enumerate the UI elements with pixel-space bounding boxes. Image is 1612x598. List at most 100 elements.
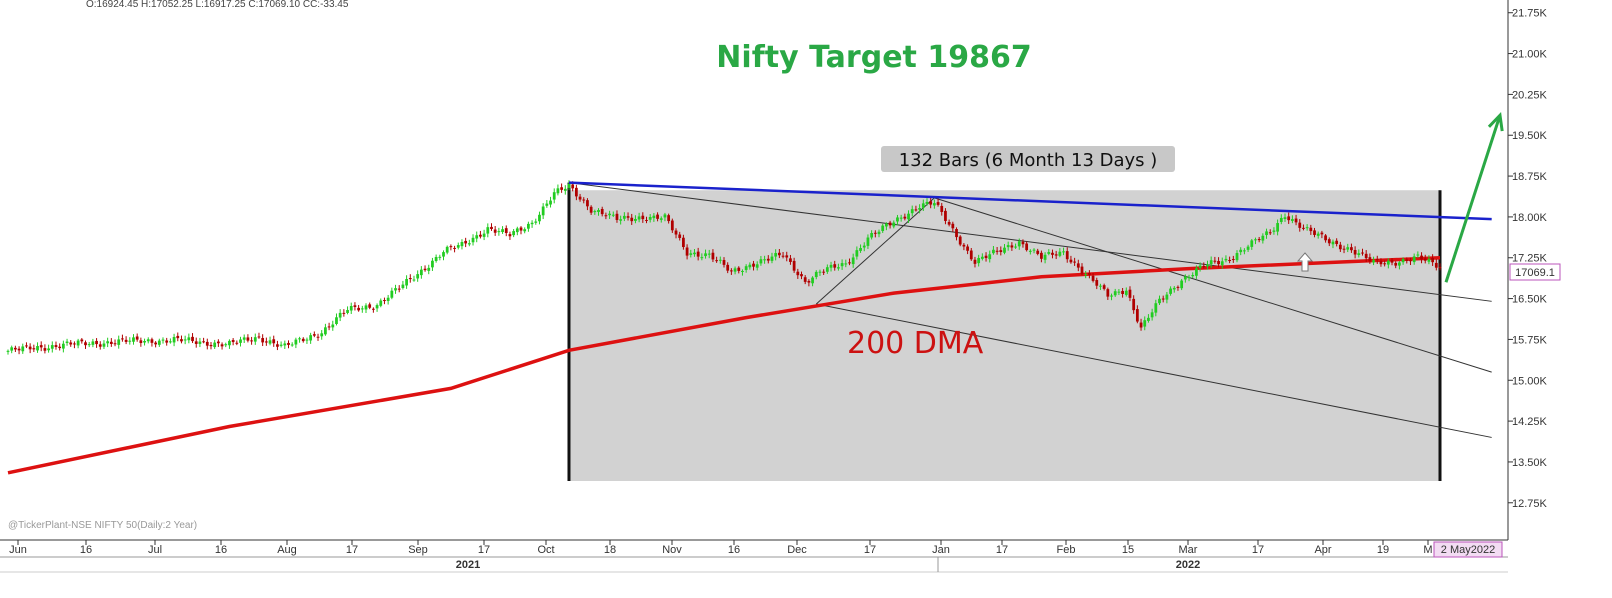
x-tick-label: Oct: [537, 544, 554, 556]
candle-body: [1121, 290, 1124, 294]
duration-label-box: [881, 146, 1175, 172]
candle-body: [781, 255, 785, 257]
candle-body: [729, 270, 733, 272]
candle-body: [456, 245, 460, 248]
candle-body: [239, 339, 242, 343]
target-arrow-shaft: [1444, 114, 1502, 283]
candle-body: [560, 187, 563, 190]
candle-body: [980, 256, 984, 259]
candle-body: [213, 342, 217, 348]
target-arrow-head: [1487, 111, 1504, 132]
candle-body: [527, 223, 530, 229]
candle-body: [364, 305, 368, 310]
candle-body: [1054, 254, 1058, 256]
candle-body: [755, 264, 759, 268]
candle-body: [1283, 217, 1287, 219]
last-date: 2 May2022: [1441, 544, 1495, 556]
candle-body: [707, 253, 711, 255]
candle-body: [475, 235, 479, 239]
y-tick-label: 13.50K: [1512, 457, 1548, 469]
candle-body: [1423, 258, 1427, 261]
x-tick-label: 17: [996, 544, 1008, 556]
candle-body: [1375, 259, 1379, 261]
candle-body: [552, 192, 556, 200]
candle-body: [1051, 252, 1054, 255]
candle-body: [1342, 248, 1346, 250]
candle-body: [512, 231, 516, 236]
candle-body: [235, 342, 239, 344]
candle-body: [1025, 243, 1029, 251]
candle-body: [811, 277, 814, 284]
candle-body: [1302, 227, 1305, 229]
candle-body: [1084, 274, 1088, 276]
candle-body: [955, 229, 958, 238]
candle-body: [434, 257, 438, 261]
y-tick-label: 21.75K: [1512, 8, 1548, 20]
candle-body: [25, 345, 28, 347]
candle-body: [622, 215, 626, 219]
candle-body: [1080, 266, 1084, 274]
candle-body: [567, 183, 571, 188]
candle-body: [752, 263, 755, 267]
candle-body: [287, 342, 290, 345]
candle-body: [641, 215, 645, 220]
candle-body: [774, 253, 778, 257]
candle-body: [626, 216, 630, 218]
candle-body: [925, 201, 929, 204]
candle-body: [84, 342, 87, 346]
x-tick-label: Nov: [662, 544, 682, 556]
candle-body: [608, 213, 611, 216]
candle-body: [73, 343, 76, 345]
candle-body: [921, 203, 925, 208]
candle-body: [1043, 254, 1047, 260]
candle-body: [6, 350, 10, 352]
candle-body: [873, 232, 877, 234]
candle-body: [1165, 294, 1169, 300]
candle-body: [479, 234, 482, 237]
candle-body: [899, 217, 903, 219]
candle-body: [523, 229, 527, 232]
candle-body: [696, 251, 700, 257]
candle-body: [379, 300, 383, 306]
candle-body: [471, 237, 475, 243]
candle-body: [1124, 290, 1128, 295]
candle-body: [848, 262, 851, 264]
candle-body: [549, 200, 552, 205]
candle-body: [135, 336, 139, 340]
x-tick-label: M: [1423, 544, 1432, 556]
candle-body: [744, 266, 748, 270]
source-label: @TickerPlant-NSE NIFTY 50(Daily:2 Year): [8, 520, 197, 531]
candle-body: [1416, 254, 1420, 256]
candle-body: [58, 346, 62, 349]
candle-body: [973, 259, 977, 264]
candle-body: [346, 309, 349, 313]
candle-body: [1353, 249, 1357, 255]
candle-body: [1287, 216, 1291, 221]
year-label: 2022: [1176, 559, 1200, 571]
candle-body: [161, 339, 165, 341]
candle-body: [855, 250, 859, 257]
candle-body: [896, 217, 899, 222]
candle-body: [678, 234, 682, 238]
candle-body: [611, 214, 615, 216]
candle-body: [1073, 261, 1077, 263]
candle-body: [992, 249, 995, 254]
candle-body: [1324, 235, 1327, 241]
candle-body: [497, 231, 501, 233]
candle-body: [958, 236, 962, 245]
candle-body: [316, 336, 320, 338]
candle-body: [1139, 322, 1143, 328]
candle-body: [1272, 230, 1276, 232]
x-tick-label: Jan: [932, 544, 950, 556]
candle-body: [1243, 250, 1246, 252]
candle-body: [47, 348, 50, 351]
x-tick-label: Aug: [277, 544, 297, 556]
candle-body: [1357, 253, 1361, 255]
candle-body: [1169, 288, 1172, 294]
candle-body: [1361, 252, 1364, 254]
candle-body: [80, 339, 84, 342]
candle-body: [1313, 230, 1316, 235]
candle-body: [807, 280, 811, 283]
candle-body: [106, 341, 110, 344]
candle-body: [121, 338, 124, 340]
